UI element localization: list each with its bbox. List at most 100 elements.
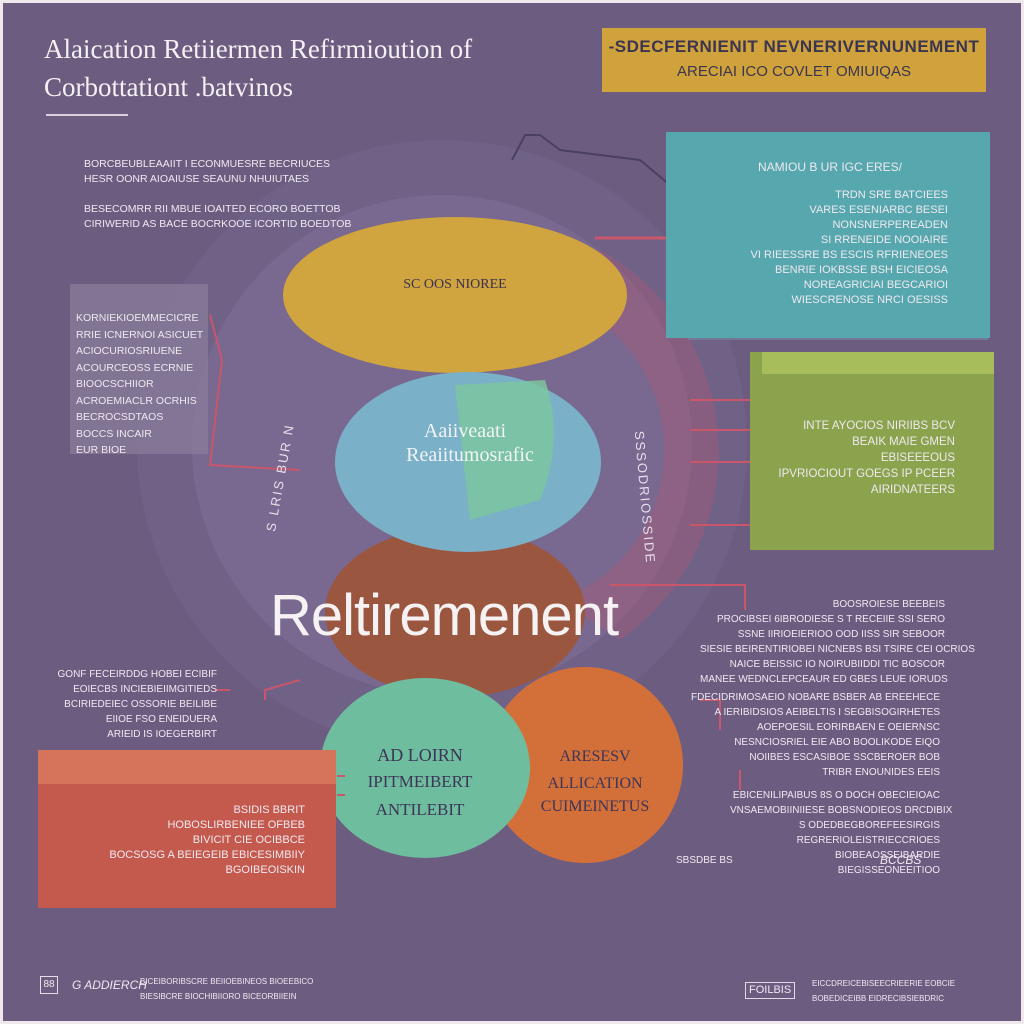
circle-middle-label-1: Aaiiveaati <box>423 420 507 442</box>
text-line: ACIOCURIOSRIUENE <box>76 345 183 357</box>
left-connector <box>208 314 301 471</box>
red-box-top <box>38 750 336 784</box>
text-line: INTE AYOCIOS NIRIIBS BCV <box>803 420 955 432</box>
text-line: VARES ESENIARBC BESEI <box>809 204 948 216</box>
text-line: EUR BIOE <box>76 444 127 456</box>
text-line: ARIEID IS IOEGERBIRT <box>107 729 217 740</box>
circle-bottom-left-label-3: ANTILEBIT <box>375 800 465 819</box>
text-line: EOIECBS INCIEBIEIIMGITIEDS <box>73 684 217 695</box>
text-line: BOBEDICEIBB EIDRECIBSIEBDRIC <box>812 994 945 1003</box>
text-line: BOCCS INCAIR <box>76 427 152 440</box>
text-line <box>84 187 351 202</box>
right-low-text: FDECIDRIMOSAEIO NOBARE BSBER AB EREEHECE… <box>668 690 940 780</box>
title-line-1: Alaication Retiiermen Refirmioution of <box>44 34 473 64</box>
text-line: S ODEDBEGBOREFEESIRGIS <box>798 820 940 831</box>
title-line-2: Corbottationt .batvinos <box>44 72 293 102</box>
text-line: BOOSROIESE BEEBEIS <box>832 599 945 610</box>
text-line: besecomrr rii mbue ioaited ECORO BOETTOB <box>84 203 341 215</box>
text-line: PROCIBSEI 6IBRODIESE S T RECEIIE SSI SER… <box>716 614 945 625</box>
text-line: REGRERIOLEISTRIECCRIOES <box>796 835 940 846</box>
teal-box-title: NAMIOU B UR IGC ERES/ <box>757 160 903 174</box>
text-line: ACROEMIACLR OCRHIS <box>76 394 197 407</box>
text-line: AOEPOESIL EORIRBAEN E OEIERNSC <box>756 722 940 733</box>
green-box-top <box>762 352 994 374</box>
right-connectors <box>610 584 746 790</box>
text-line: BOCSOSG A BEIEGEIB EBICESIMBIIY <box>109 849 305 861</box>
footer-right-small: EICCDREICEBISEECRIEERIE EOBCIE BOBEDICEI… <box>812 978 955 1008</box>
right-bottom-text: EBICENILIPAIBUS 8S O DOCH OBECIEIOAC VNS… <box>730 788 953 878</box>
circle-bottom-left-teal <box>320 678 530 858</box>
text-line: TRDN SRE BATCIEES <box>835 189 948 201</box>
title-underline <box>46 114 128 116</box>
text-line: BEAIK MAIE GMEN <box>852 436 955 448</box>
red-box-text: BSIDIS BBRIT HOBOSLIRBENIEE OFBEB BIVICI… <box>100 803 305 878</box>
text-line: EBISEEEOUS <box>880 452 955 464</box>
circle-top-label: SC OOS NIOREE <box>403 277 507 292</box>
left-info-box <box>70 284 208 454</box>
text-line: VI RIEESSRE BS ESCIS RFRIENEOES <box>750 249 948 261</box>
footer-small-text: BICEIBORIBSCRE BEIIOEBINEOS BIOEEBICO BI… <box>140 976 313 1006</box>
circle-bottom-left-label-2: IPITMEIBERT <box>367 772 473 791</box>
left-box-text: KORNIEKIOEMMECICRE RRIE ICNERNOI ASICUET… <box>76 310 203 459</box>
circle-middle-label-2: Reaiitumosrafic <box>406 444 534 466</box>
footer-right-tag: FOILBIS <box>745 982 796 999</box>
text-line: NAICE BEISSIC IO NOIRUBIIDDI TIC BOSCOR <box>729 659 945 670</box>
text-line: BENRIE IOKBSSE BSH EICIEOSA <box>775 264 948 276</box>
text-line: SI RRENEIDE NOOIAIRE <box>820 234 948 246</box>
text-line: SIESIE BEIRENTIRIOBEI NICNEBS BSI TSIRE … <box>700 644 975 655</box>
circle-bottom-right-label-3: CUIMEINETUS <box>540 798 650 815</box>
text-line: VNSAEMOBIINIIESE BOBSNODIEOS DRCDIBIX <box>730 805 953 816</box>
text-line: NONSNERPEREADEN <box>832 219 948 231</box>
left-lower-text: GONF FECEIRDDG HOBEI ECIBIF EOIECBS INCI… <box>52 668 217 743</box>
green-connectors <box>690 399 750 526</box>
text-line: BGOIBEOISKIN <box>225 864 305 876</box>
text-line: BSIDIS BBRIT <box>233 804 305 816</box>
text-line: BIOOCSCHIIOR <box>76 378 154 390</box>
text-line: WIESCRENOSE NRCI OESISS <box>791 294 948 306</box>
circle-bottom-right-label-2: ALLICATION <box>547 775 643 792</box>
text-line: FDECIDRIMOSAEIO NOBARE BSBER AB EREEHECE <box>691 692 940 703</box>
teal-info-box <box>666 132 990 338</box>
right-signature-2: BCCBS <box>880 853 922 867</box>
red-connectors <box>337 775 345 796</box>
footer-logo-icon: 88 <box>40 976 58 994</box>
text-line: MANEE WEDNCLEPCEAUR ED GBES LEUE IORUDS <box>700 674 948 685</box>
text-line: GONF FECEIRDDG HOBEI ECIBIF <box>57 669 217 680</box>
text-line: NOIIBES ESCASIBOE SSCBEROER BOB <box>749 752 940 763</box>
text-line: EIIOE FSO ENEIDUERA <box>105 714 217 725</box>
text-line: BECROCSDTAOS <box>76 411 164 423</box>
circle-bottom-right-label-1: ARESESV <box>559 748 631 765</box>
text-line: TRIBR ENOUNIDES EEIS <box>822 767 940 778</box>
text-line: KORNIEKIOEMMECICRE <box>76 312 199 324</box>
text-line: A IERIBIDSIOS AEIBELTIS I SEGBISOGIRHETE… <box>714 707 940 718</box>
text-line: hesr oonr aioaiuse seaunu nhuiutaes <box>84 173 310 185</box>
footer-label: G ADDIERCH <box>72 978 147 992</box>
circle-bottom-right-orange <box>487 667 683 863</box>
circle-center-brown <box>325 527 585 697</box>
right-signature: SBSDBE BS <box>676 855 733 866</box>
text-line: HOBOSLIRBENIEE OFBEB <box>167 819 305 831</box>
text-line: RRIE ICNERNOI ASICUET <box>76 328 204 341</box>
banner-line-1: -SDECFERNIENIT NEVNERIVERNUNEMENT <box>608 37 980 56</box>
text-line: BIEGISSEONEEITIOO <box>837 865 940 876</box>
ring-arc-right <box>560 250 719 640</box>
text-line: IPVRIOCIOUT GOEGS IP PCEER <box>778 468 955 480</box>
text-line: ACOURCEOSS ECRNIE <box>76 361 194 374</box>
text-line: CIRIWERID AS BACE BOCRKOOE ICORTID BOEDT… <box>84 218 352 230</box>
text-line: Borcbeubleaaiit i econmuesre becriuces <box>84 158 331 170</box>
text-line: BIOBEAOSSEIBARDIE <box>834 850 940 861</box>
circle-bottom-left-label-1: AD LOIRN <box>377 745 463 765</box>
green-info-box <box>750 352 994 550</box>
header-connector <box>511 134 671 186</box>
left-lower-connectors <box>215 679 301 700</box>
text-line: AIRIDNATEERS <box>870 484 955 496</box>
text-line: BIESIBCRE BIOCHIBIIORO BICEORBIIEIN <box>140 992 297 1001</box>
circle-top-gold <box>283 217 627 373</box>
banner-line-2: ARECIAI ICO COVLET OMIUIQAS <box>677 63 911 80</box>
right-mid-text: BOOSROIESE BEEBEIS PROCIBSEI 6IBRODIESE … <box>700 597 975 687</box>
green-box-text: INTE AYOCIOS NIRIIBS BCV BEAIK MAIE GMEN… <box>770 418 955 498</box>
text-line: BCIRIEDEIEC OSSORIE BEILIBE <box>64 699 217 710</box>
teal-box-text: TRDN SRE BATCIEES VARES ESENIARBC BESEI … <box>718 188 948 308</box>
text-line: SSNE IIRIOEIERIOO OOD IISS SIR SEBOOR <box>737 629 945 640</box>
text-line: EICCDREICEBISEECRIEERIE EOBCIE <box>812 979 956 988</box>
